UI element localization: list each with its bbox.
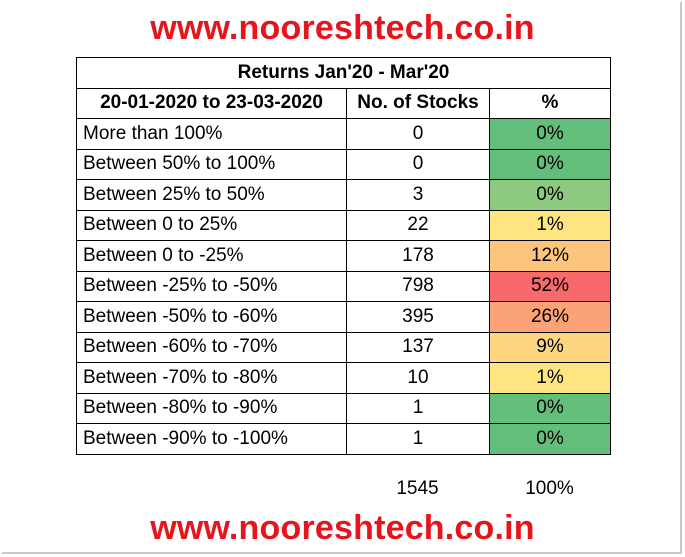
total-count: 1545 bbox=[396, 478, 439, 499]
table-row: More than 100% 0 0% bbox=[76, 118, 611, 150]
table-row: Between -50% to -60% 395 26% bbox=[76, 301, 611, 333]
stock-count-cell: 798 bbox=[346, 270, 490, 302]
return-range-cell: Between 50% to 100% bbox=[76, 148, 347, 180]
returns-table: Returns Jan'20 - Mar'20 20-01-2020 to 23… bbox=[76, 57, 611, 455]
table-row: Between -90% to -100% 1 0% bbox=[76, 423, 611, 455]
return-range-cell: Between -25% to -50% bbox=[76, 270, 347, 302]
percent-cell: 0% bbox=[489, 423, 611, 455]
percent-cell: 26% bbox=[489, 301, 611, 333]
return-range-cell: Between -60% to -70% bbox=[76, 331, 347, 363]
return-range-cell: Between -90% to -100% bbox=[76, 423, 347, 455]
site-banner-top: www.nooreshtech.co.in bbox=[150, 9, 535, 47]
percent-cell: 1% bbox=[489, 209, 611, 241]
header-percent: % bbox=[489, 87, 611, 119]
stock-count-cell: 0 bbox=[346, 118, 490, 150]
percent-cell: 9% bbox=[489, 331, 611, 363]
percent-cell: 12% bbox=[489, 240, 611, 272]
stock-count-cell: 0 bbox=[346, 148, 490, 180]
return-range-cell: Between 0 to 25% bbox=[76, 209, 347, 241]
return-range-cell: Between 25% to 50% bbox=[76, 179, 347, 211]
return-range-cell: Between -50% to -60% bbox=[76, 301, 347, 333]
percent-cell: 0% bbox=[489, 179, 611, 211]
table-title: Returns Jan'20 - Mar'20 bbox=[76, 57, 611, 89]
stock-count-cell: 10 bbox=[346, 362, 490, 394]
table-header-row: 20-01-2020 to 23-03-2020 No. of Stocks % bbox=[76, 87, 611, 119]
table-row: Between 0 to 25% 22 1% bbox=[76, 209, 611, 241]
table-title-row: Returns Jan'20 - Mar'20 bbox=[76, 57, 611, 89]
stock-count-cell: 22 bbox=[346, 209, 490, 241]
table-row: Between -60% to -70% 137 9% bbox=[76, 331, 611, 363]
stock-count-cell: 137 bbox=[346, 331, 490, 363]
table-row: Between 25% to 50% 3 0% bbox=[76, 179, 611, 211]
percent-cell: 0% bbox=[489, 118, 611, 150]
table-row: Between 0 to -25% 178 12% bbox=[76, 240, 611, 272]
header-no-of-stocks: No. of Stocks bbox=[346, 87, 490, 119]
table-row: Between -25% to -50% 798 52% bbox=[76, 270, 611, 302]
percent-cell: 0% bbox=[489, 392, 611, 424]
total-percent: 100% bbox=[525, 478, 574, 499]
return-range-cell: Between -80% to -90% bbox=[76, 392, 347, 424]
stock-count-cell: 3 bbox=[346, 179, 490, 211]
header-date-range: 20-01-2020 to 23-03-2020 bbox=[76, 87, 347, 119]
stock-count-cell: 178 bbox=[346, 240, 490, 272]
return-range-cell: More than 100% bbox=[76, 118, 347, 150]
stock-count-cell: 395 bbox=[346, 301, 490, 333]
percent-cell: 52% bbox=[489, 270, 611, 302]
stock-count-cell: 1 bbox=[346, 423, 490, 455]
table-row: Between -80% to -90% 1 0% bbox=[76, 392, 611, 424]
stock-count-cell: 1 bbox=[346, 392, 490, 424]
percent-cell: 1% bbox=[489, 362, 611, 394]
percent-cell: 0% bbox=[489, 148, 611, 180]
table-row: Between -70% to -80% 10 1% bbox=[76, 362, 611, 394]
site-banner-bottom: www.nooreshtech.co.in bbox=[150, 509, 535, 547]
return-range-cell: Between -70% to -80% bbox=[76, 362, 347, 394]
return-range-cell: Between 0 to -25% bbox=[76, 240, 347, 272]
table-row: Between 50% to 100% 0 0% bbox=[76, 148, 611, 180]
